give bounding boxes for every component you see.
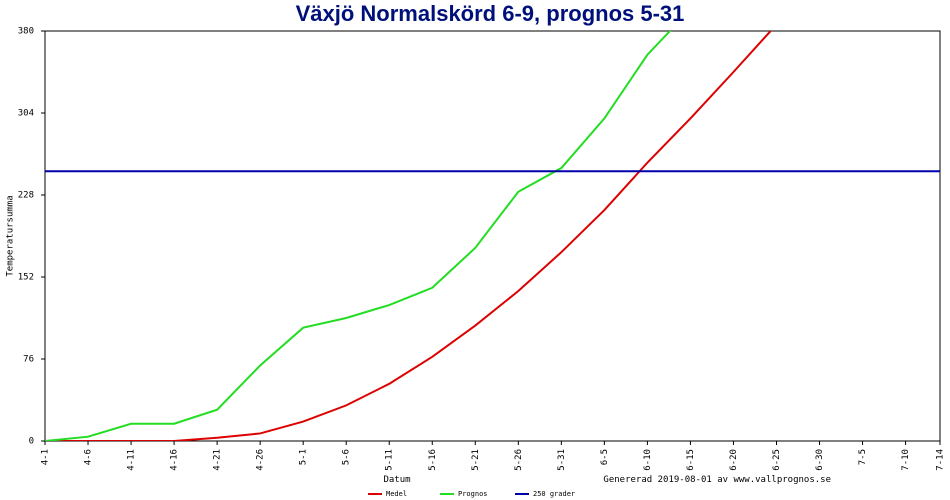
- x-tick-label: 6-15: [686, 449, 696, 471]
- x-tick-label: 6-20: [729, 449, 739, 471]
- legend-label: Prognos: [458, 490, 488, 498]
- y-axis-label: Temperatursumma: [6, 195, 16, 276]
- series-line: [45, 31, 672, 441]
- x-tick-label: 4-1: [41, 449, 51, 465]
- x-tick-label: 6-30: [815, 449, 825, 471]
- x-tick-label: 5-31: [557, 449, 567, 471]
- y-tick-label: 380: [18, 27, 34, 37]
- x-tick-label: 4-11: [127, 449, 137, 471]
- x-tick-label: 6-10: [643, 449, 653, 471]
- x-tick-label: 5-26: [514, 449, 524, 471]
- y-tick-label: 76: [23, 355, 34, 365]
- x-tick-label: 4-26: [256, 449, 266, 471]
- x-axis-label: Datum: [383, 475, 410, 485]
- x-tick-label: 5-16: [428, 449, 438, 471]
- x-tick-label: 4-21: [213, 449, 223, 471]
- plot-frame: [44, 30, 941, 442]
- series-line: [45, 31, 772, 441]
- legend-label: 250 grader: [533, 490, 575, 498]
- y-tick-label: 0: [29, 437, 34, 447]
- x-tick-label: 7-14: [936, 449, 946, 471]
- legend-label: Medel: [386, 490, 407, 498]
- y-tick-label: 228: [18, 191, 34, 201]
- y-tick-label: 152: [18, 273, 34, 283]
- x-tick-label: 4-6: [84, 449, 94, 465]
- note: Genererad 2019-08-01 av www.vallprognos.…: [603, 475, 831, 485]
- chart-title: Växjö Normalskörd 6-9, prognos 5-31: [296, 1, 685, 26]
- x-tick-label: 7-10: [901, 449, 911, 471]
- x-tick-label: 7-5: [858, 449, 868, 465]
- plot-area: [45, 31, 940, 441]
- y-tick-label: 304: [18, 109, 34, 119]
- x-tick-label: 5-21: [471, 449, 481, 471]
- x-tick-label: 5-6: [342, 449, 352, 465]
- x-tick-label: 4-16: [170, 449, 180, 471]
- x-tick-label: 5-1: [299, 449, 309, 465]
- x-tick-label: 6-5: [600, 449, 610, 465]
- x-tick-label: 6-25: [772, 449, 782, 471]
- x-tick-label: 5-11: [385, 449, 395, 471]
